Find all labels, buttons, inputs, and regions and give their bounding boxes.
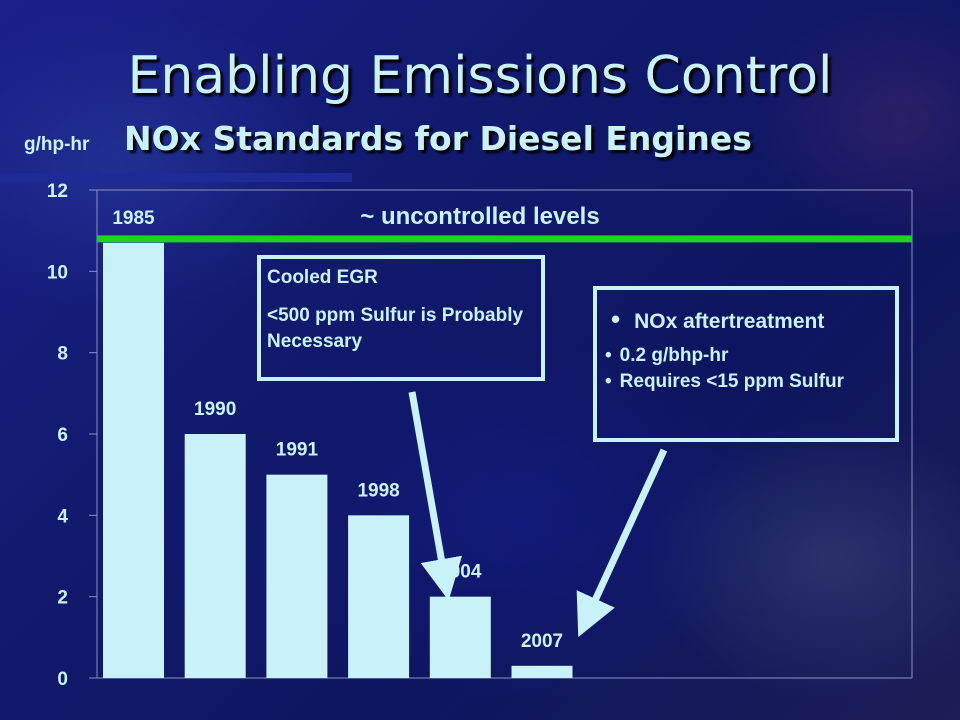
bar-1985 [103, 242, 164, 678]
y-tick-label: 12 [47, 181, 68, 202]
bar-label-1991: 1991 [276, 440, 319, 461]
nox-arrow [576, 448, 668, 638]
bar-label-2007: 2007 [521, 631, 563, 652]
bar-2004 [429, 596, 491, 678]
y-tick-label: 10 [47, 262, 68, 283]
nox-callout-item-1: NOx aftertreatment [634, 310, 825, 333]
bar-1990 [184, 434, 246, 678]
bar-2007 [511, 665, 573, 678]
bar-1991 [266, 474, 328, 678]
chart-subtitle: NOx Standards for Diesel Engines [124, 119, 752, 158]
bar-label-1985: 1985 [112, 208, 155, 229]
slide-title: Enabling Emissions Control [127, 46, 833, 106]
bullet-icon: • [611, 304, 621, 334]
bar-label-1990: 1990 [194, 399, 236, 420]
y-axis-unit-label: g/hp-hr [24, 134, 90, 155]
bar-label-1998: 1998 [357, 480, 399, 501]
y-tick-label: 0 [57, 669, 68, 690]
bullet-icon: • [605, 371, 612, 392]
egr-callout-text: <500 ppm Sulfur is Probably Necessary [267, 305, 524, 352]
y-tick-label: 4 [57, 506, 68, 527]
y-tick-label: 2 [57, 588, 68, 609]
y-tick-label: 8 [57, 344, 68, 365]
header-rule [0, 173, 352, 182]
egr-callout-title: Cooled EGR [267, 267, 378, 288]
nox-callout-item-3: Requires <15 ppm Sulfur [619, 371, 845, 392]
egr-arrow [408, 391, 463, 601]
reference-line-label: ~ uncontrolled levels [360, 203, 599, 230]
nox-aftertreatment-callout-box: • NOx aftertreatment • 0.2 g/bhp-hr • Requi… [593, 286, 899, 442]
y-tick-label: 6 [57, 425, 68, 446]
bullet-icon: • [605, 345, 612, 366]
egr-callout-box: Cooled EGR <500 ppm Sulfur is Probably N… [257, 255, 545, 381]
nox-callout-item-2: 0.2 g/bhp-hr [619, 345, 729, 366]
bar-1998 [348, 515, 410, 678]
